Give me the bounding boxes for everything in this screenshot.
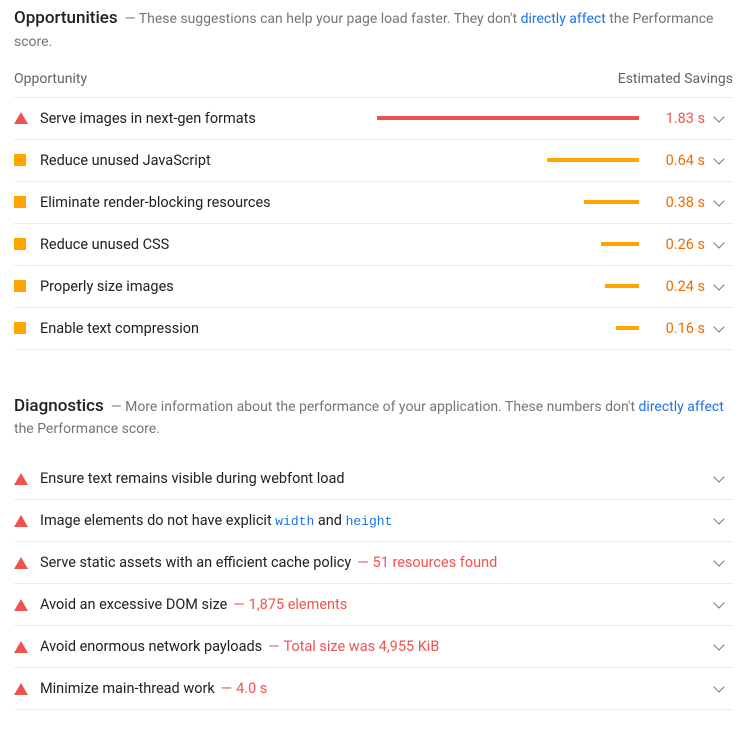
- opportunity-label: Serve images in next-gen formats: [40, 110, 256, 127]
- opportunity-label: Reduce unused JavaScript: [40, 152, 211, 169]
- diagnostics-list: Ensure text remains visible during webfo…: [14, 458, 733, 710]
- diagnostics-description: — More information about the performance…: [14, 399, 724, 438]
- savings-bar: [584, 200, 639, 204]
- chevron-down-icon[interactable]: [705, 242, 733, 247]
- square-icon: [14, 196, 40, 208]
- diagnostics-section: Diagnostics — More information about the…: [14, 394, 733, 711]
- savings-value: 0.16 s: [653, 320, 705, 337]
- savings-bar: [377, 116, 639, 120]
- column-opportunity: Opportunity: [14, 71, 87, 87]
- square-icon: [14, 322, 40, 334]
- opportunity-row[interactable]: Serve images in next-gen formats 1.83 s: [14, 98, 733, 140]
- code-text: width: [275, 514, 314, 529]
- column-estimated-savings: Estimated Savings: [618, 71, 733, 87]
- triangle-icon: [14, 473, 40, 485]
- desc-text: the Performance score.: [14, 421, 160, 437]
- opportunity-label: Eliminate render-blocking resources: [40, 194, 271, 211]
- savings-bar: [547, 158, 639, 162]
- savings-bar-area: [373, 242, 653, 246]
- chevron-down-icon[interactable]: [705, 116, 733, 121]
- chevron-down-icon[interactable]: [705, 602, 733, 607]
- savings-bar-area: [373, 326, 653, 330]
- diagnostic-label: Ensure text remains visible during webfo…: [40, 470, 705, 487]
- chevron-down-icon[interactable]: [705, 644, 733, 649]
- triangle-icon: [14, 641, 40, 653]
- chevron-down-icon[interactable]: [705, 326, 733, 331]
- diagnostic-row[interactable]: Ensure text remains visible during webfo…: [14, 458, 733, 500]
- diagnostic-detail: —Total size was 4,955 KiB: [268, 638, 439, 655]
- diagnostic-label: Minimize main-thread work—4.0 s: [40, 680, 705, 697]
- opportunities-title: Opportunities: [14, 8, 118, 28]
- opportunity-label: Enable text compression: [40, 320, 199, 337]
- diagnostic-row[interactable]: Serve static assets with an efficient ca…: [14, 542, 733, 584]
- triangle-icon: [14, 112, 40, 124]
- savings-bar-area: [373, 116, 653, 120]
- savings-value: 0.38 s: [653, 194, 705, 211]
- chevron-down-icon[interactable]: [705, 518, 733, 523]
- opportunity-label: Properly size images: [40, 278, 174, 295]
- savings-bar-area: [373, 158, 653, 162]
- diagnostic-detail: —1,875 elements: [233, 596, 347, 613]
- diagnostic-label: Image elements do not have explicit widt…: [40, 512, 705, 529]
- chevron-down-icon[interactable]: [705, 560, 733, 565]
- opportunity-row[interactable]: Eliminate render-blocking resources 0.38 …: [14, 182, 733, 224]
- savings-bar-area: [373, 284, 653, 288]
- savings-value: 1.83 s: [653, 110, 705, 127]
- directly-affect-link[interactable]: directly affect: [639, 399, 724, 415]
- desc-text: — More information about the performance…: [111, 399, 639, 415]
- square-icon: [14, 154, 40, 166]
- chevron-down-icon[interactable]: [705, 200, 733, 205]
- diagnostic-label: Avoid an excessive DOM size—1,875 elemen…: [40, 596, 705, 613]
- opportunity-row[interactable]: Enable text compression 0.16 s: [14, 308, 733, 350]
- diagnostic-row[interactable]: Avoid enormous network payloads—Total si…: [14, 626, 733, 668]
- opportunities-header: Opportunities — These suggestions can he…: [14, 6, 733, 53]
- chevron-down-icon[interactable]: [705, 284, 733, 289]
- diagnostics-title: Diagnostics: [14, 396, 104, 416]
- diagnostic-row[interactable]: Image elements do not have explicit widt…: [14, 500, 733, 542]
- diagnostic-row[interactable]: Avoid an excessive DOM size—1,875 elemen…: [14, 584, 733, 626]
- triangle-icon: [14, 683, 40, 695]
- savings-bar: [616, 326, 639, 330]
- chevron-down-icon[interactable]: [705, 686, 733, 691]
- savings-value: 0.26 s: [653, 236, 705, 253]
- performance-report: Opportunities — These suggestions can he…: [0, 0, 747, 730]
- opportunities-columns: Opportunity Estimated Savings: [14, 71, 733, 97]
- code-text: height: [346, 514, 393, 529]
- savings-value: 0.24 s: [653, 278, 705, 295]
- square-icon: [14, 238, 40, 250]
- savings-bar: [601, 242, 639, 246]
- opportunities-list: Serve images in next-gen formats 1.83 s Re…: [14, 97, 733, 350]
- chevron-down-icon[interactable]: [705, 476, 733, 481]
- opportunities-description: — These suggestions can help your page l…: [14, 11, 713, 50]
- opportunity-row[interactable]: Reduce unused CSS 0.26 s: [14, 224, 733, 266]
- diagnostic-label: Serve static assets with an efficient ca…: [40, 554, 705, 571]
- diagnostics-header: Diagnostics — More information about the…: [14, 394, 733, 441]
- diagnostic-detail: —51 resources found: [357, 554, 497, 571]
- savings-bar-area: [373, 200, 653, 204]
- opportunity-row[interactable]: Properly size images 0.24 s: [14, 266, 733, 308]
- diagnostic-detail: —4.0 s: [221, 680, 268, 697]
- triangle-icon: [14, 557, 40, 569]
- savings-bar: [605, 284, 639, 288]
- opportunity-row[interactable]: Reduce unused JavaScript 0.64 s: [14, 140, 733, 182]
- chevron-down-icon[interactable]: [705, 158, 733, 163]
- directly-affect-link[interactable]: directly affect: [521, 11, 606, 27]
- diagnostic-label: Avoid enormous network payloads—Total si…: [40, 638, 705, 655]
- square-icon: [14, 280, 40, 292]
- savings-value: 0.64 s: [653, 152, 705, 169]
- desc-text: — These suggestions can help your page l…: [125, 11, 521, 27]
- opportunity-label: Reduce unused CSS: [40, 236, 169, 253]
- triangle-icon: [14, 599, 40, 611]
- triangle-icon: [14, 515, 40, 527]
